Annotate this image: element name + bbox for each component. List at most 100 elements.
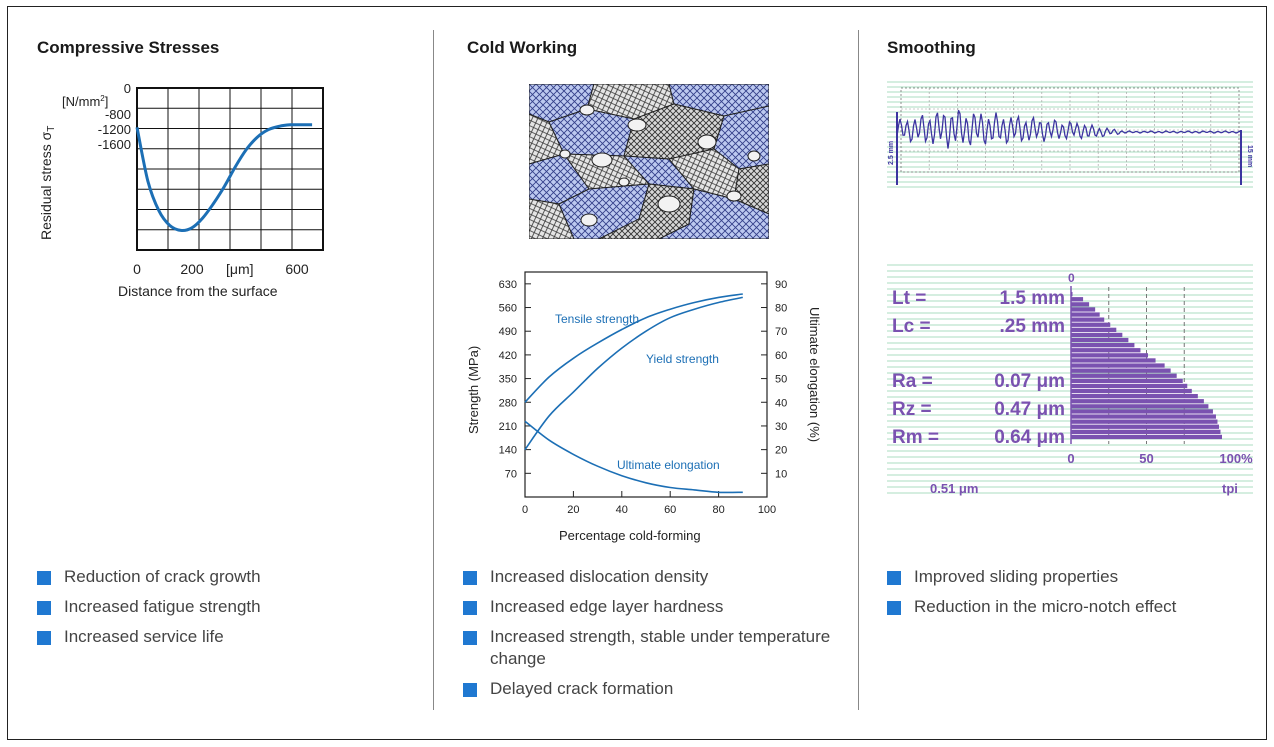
surface-profile-trace	[896, 109, 1241, 149]
bearing-bar	[1071, 312, 1100, 317]
y2-tick-label: 10	[775, 468, 787, 480]
yield-strength-curve	[524, 296, 743, 451]
y-axis-label: Residual stress σT	[38, 126, 57, 240]
x-tick-label: 0	[1067, 451, 1074, 466]
param-label: Ra =	[892, 371, 933, 392]
bearing-bar	[1071, 317, 1105, 322]
x-tick-label: 20	[567, 504, 579, 516]
x-axis-label: Distance from the surface	[118, 283, 278, 299]
param-label: Lc =	[892, 316, 931, 337]
x-axis-unit: [μm]	[226, 261, 254, 277]
bullet-item: Increased service life	[37, 626, 397, 648]
y-tick-label: -800	[105, 107, 131, 122]
param-label: Lt =	[892, 288, 926, 309]
section-title-smoothing: Smoothing	[887, 38, 976, 57]
bearing-bar	[1071, 434, 1222, 440]
bearing-top-label: 0	[1068, 271, 1075, 285]
bearing-bar	[1071, 327, 1117, 332]
bullet-square-icon	[887, 571, 901, 585]
bullet-list-smoothing: Improved sliding properties Reduction in…	[887, 566, 1187, 626]
bullet-item: Reduction in the micro-notch effect	[887, 596, 1187, 618]
bearing-bottom-right: tpi	[1222, 481, 1238, 496]
bullet-square-icon	[37, 571, 51, 585]
bullet-square-icon	[463, 571, 477, 585]
bullet-square-icon	[463, 601, 477, 615]
bearing-bar	[1071, 353, 1149, 358]
bearing-bar	[1071, 419, 1218, 424]
y2-tick-label: 70	[775, 326, 787, 338]
x-tick-label: 50	[1139, 451, 1153, 466]
bullet-list-cold-working: Increased dislocation density Increased …	[463, 566, 833, 708]
y-tick-label: 210	[499, 421, 517, 433]
x-tick-label: 100%	[1219, 451, 1253, 466]
y-tick-label: 280	[499, 397, 517, 409]
y-tick-label: 0	[124, 81, 131, 96]
bearing-bar	[1071, 363, 1165, 368]
surface-profile-chart: 2.5 mm 15 mm	[887, 81, 1253, 188]
bullet-square-icon	[463, 683, 477, 697]
bearing-bar	[1071, 332, 1123, 338]
bearing-bar	[1071, 358, 1156, 363]
bullet-square-icon	[887, 601, 901, 615]
x-tick-label: 0	[133, 261, 141, 277]
x-tick-label: 200	[180, 261, 204, 277]
x-tick-label: 80	[712, 504, 724, 516]
bearing-bar	[1071, 424, 1219, 429]
column-divider-1	[433, 30, 434, 710]
bearing-bar	[1071, 373, 1177, 378]
x-tick-label: 0	[522, 504, 528, 516]
figure-frame	[7, 6, 1267, 740]
y2-tick-label: 40	[775, 397, 787, 409]
section-title-cold-working: Cold Working	[467, 38, 578, 57]
bullet-item: Delayed crack formation	[463, 678, 833, 700]
bearing-bar	[1071, 368, 1171, 373]
bullet-square-icon	[37, 631, 51, 645]
bullet-list-compressive: Reduction of crack growth Increased fati…	[37, 566, 397, 656]
bearing-bar	[1071, 343, 1135, 348]
param-label: Rm =	[892, 427, 939, 448]
x-axis-label: Percentage cold-forming	[559, 528, 701, 543]
series-label-tensile: Tensile strength	[555, 312, 639, 326]
bearing-bar	[1071, 383, 1188, 389]
bearing-bar	[1071, 394, 1198, 399]
bullet-square-icon	[37, 601, 51, 615]
y-tick-label: -1200	[98, 122, 131, 137]
residual-stress-chart: 0 -800-1200-1600 0 200 600 [N/mm2] Residual…	[38, 81, 324, 299]
bullet-item: Increased dislocation density	[463, 566, 833, 588]
bearing-bar	[1071, 409, 1213, 414]
bullet-item: Reduction of crack growth	[37, 566, 397, 588]
y-axis-label-elongation: Ultimate elongation (%)	[807, 307, 822, 442]
series-label-yield: Yield strength	[646, 352, 719, 366]
bearing-bar	[1071, 292, 1073, 297]
tensile-strength-curve	[524, 293, 743, 403]
bullet-item: Increased fatigue strength	[37, 596, 397, 618]
y2-tick-label: 90	[775, 279, 787, 291]
y-tick-label: 140	[499, 445, 517, 457]
param-value: 0.07 μm	[994, 371, 1065, 392]
bullet-item: Increased strength, stable under tempera…	[463, 626, 833, 670]
y2-tick-label: 50	[775, 374, 787, 386]
y2-tick-label: 20	[775, 445, 787, 457]
y-tick-label: 420	[499, 350, 517, 362]
bearing-bar	[1071, 297, 1084, 302]
bullet-item: Increased edge layer hardness	[463, 596, 833, 618]
bearing-bar	[1071, 322, 1111, 327]
bullet-item: Improved sliding properties	[887, 566, 1187, 588]
bearing-bar	[1071, 399, 1204, 404]
y2-tick-label: 30	[775, 421, 787, 433]
column-divider-2	[858, 30, 859, 710]
bullet-square-icon	[463, 631, 477, 645]
y-tick-label: -1600	[98, 137, 131, 152]
bearing-bar	[1071, 302, 1090, 307]
bearing-bar	[1071, 429, 1221, 434]
y-tick-label: 350	[499, 374, 517, 386]
y-axis-label-strength: Strength (MPa)	[466, 346, 481, 434]
bearing-bar	[1071, 307, 1096, 312]
bearing-bar	[1071, 348, 1141, 353]
x-tick-label: 100	[758, 504, 776, 516]
bearing-bar	[1071, 378, 1183, 383]
cold-forming-chart: 630 560 490 420 350 280 210 140 70 90 80 70 60 50 40 3…	[466, 271, 822, 543]
y-axis-unit: [N/mm2]	[62, 94, 108, 109]
series-label-elongation: Ultimate elongation	[617, 458, 720, 472]
bearing-bar	[1071, 414, 1216, 419]
